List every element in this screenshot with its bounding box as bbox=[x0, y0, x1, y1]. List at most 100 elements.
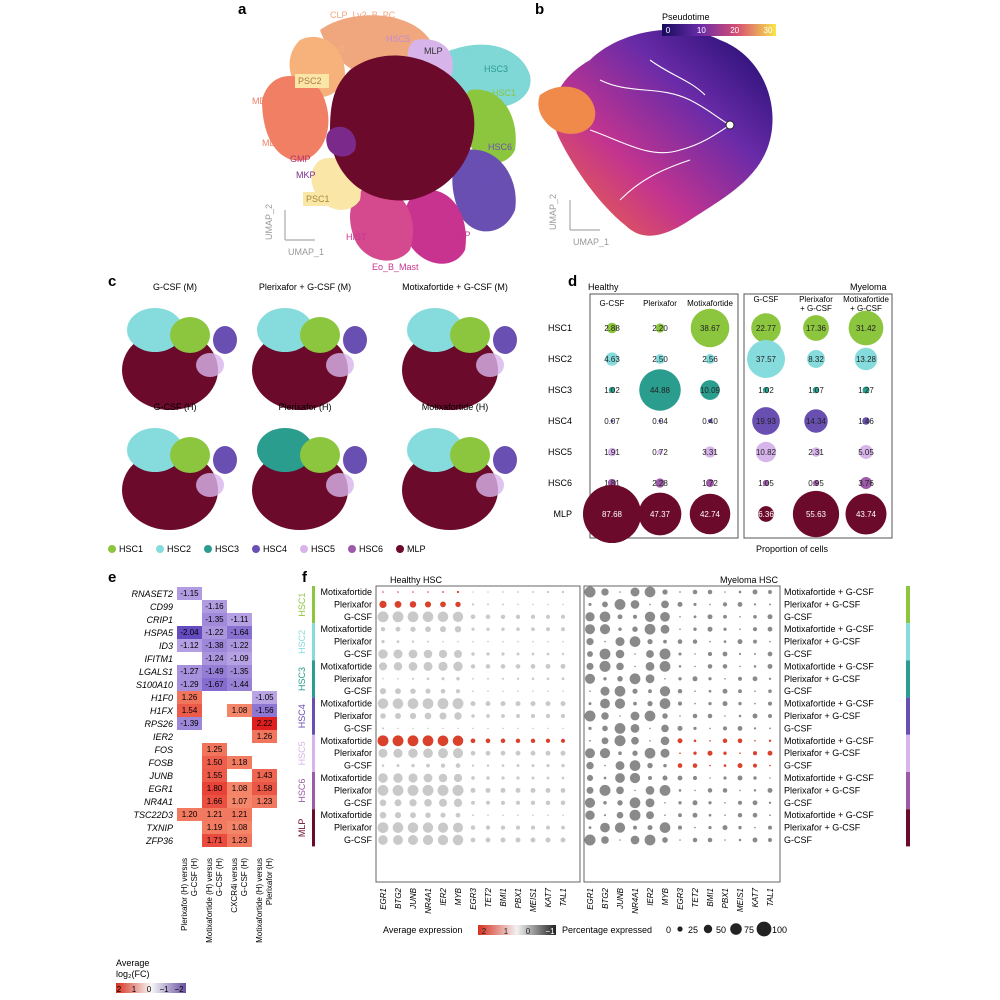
dotplot-dot bbox=[589, 690, 591, 692]
dotplot-gene-label: TET2 bbox=[484, 887, 493, 907]
dotplot-dot bbox=[709, 764, 711, 767]
gene-label: JUNB bbox=[148, 771, 173, 781]
heatmap-cell bbox=[202, 808, 227, 821]
heatmap-value: -1.44 bbox=[230, 680, 249, 689]
cluster-label: MKP bbox=[296, 170, 316, 180]
dotplot-dot bbox=[530, 614, 536, 619]
dotplot-dot bbox=[709, 777, 711, 779]
heatmap-cell bbox=[202, 613, 227, 626]
dotplot-dot bbox=[471, 714, 475, 718]
condition-label-right: Motixafortide + G-CSF bbox=[784, 624, 874, 634]
dotplot-dot bbox=[614, 723, 626, 734]
condition-label-right: G-CSF bbox=[784, 798, 813, 808]
proportion-dot bbox=[862, 417, 870, 425]
dotplot-dot bbox=[739, 752, 741, 754]
dotplot-dot bbox=[411, 640, 415, 643]
dotplot-dot bbox=[517, 690, 519, 692]
dotplot-dot bbox=[692, 775, 698, 781]
dotplot-dot bbox=[661, 724, 669, 733]
dotplot-dot bbox=[584, 710, 596, 722]
heatmap-value: -1.09 bbox=[230, 654, 249, 663]
dotplot-dot bbox=[545, 738, 551, 743]
dotplot-dot bbox=[393, 773, 403, 783]
dotplot-dot bbox=[547, 727, 549, 730]
heatmap-legend-subtitle: log₂(FC) bbox=[116, 969, 150, 979]
dotplot-dot bbox=[530, 825, 536, 830]
dotplot-dot bbox=[722, 688, 728, 694]
gene-label: ID3 bbox=[159, 641, 173, 651]
dotplot-dot bbox=[472, 727, 474, 730]
dotplot-dot bbox=[722, 825, 728, 831]
proportion-dot bbox=[812, 479, 820, 487]
dotplot-dot bbox=[560, 614, 566, 619]
dotplot-dot bbox=[603, 677, 607, 681]
condition-label: Plerixafor bbox=[334, 711, 372, 721]
dotplot-dot bbox=[588, 726, 592, 731]
dotplot-dot bbox=[424, 601, 432, 608]
dotplot-dot bbox=[377, 822, 389, 833]
dotplot-dot bbox=[694, 789, 696, 792]
dotplot-dot bbox=[707, 788, 713, 793]
dotplot-dot bbox=[769, 814, 771, 817]
dotplot-dot bbox=[500, 750, 506, 756]
dotplot-dot bbox=[562, 690, 564, 692]
proportion-value: 22.77 bbox=[756, 324, 777, 333]
dotplot-dot bbox=[485, 664, 491, 669]
dotplot-dot bbox=[485, 738, 491, 744]
dotplot-dot bbox=[457, 640, 459, 643]
dotplot-dot bbox=[722, 788, 728, 793]
dotplot-dot bbox=[500, 664, 506, 669]
dotplot-gene-label: PBX1 bbox=[721, 888, 730, 908]
dotplot-dot bbox=[753, 727, 757, 730]
dotplot-dot bbox=[724, 591, 726, 593]
dotplot-dot bbox=[601, 737, 609, 745]
cluster-label: MDP2 bbox=[262, 138, 287, 148]
umap-condition-plot bbox=[122, 308, 237, 410]
heatmap-value: 1.43 bbox=[257, 771, 273, 780]
gene-label: CD99 bbox=[150, 602, 173, 612]
dotplot-dot bbox=[723, 627, 727, 631]
dotplot-dot bbox=[767, 837, 773, 843]
dotplot-dot bbox=[584, 834, 596, 846]
dotplot-dot bbox=[381, 764, 385, 767]
proportion-value: 10.82 bbox=[756, 448, 777, 457]
dotplot-dot bbox=[601, 588, 609, 596]
dotplot-dot bbox=[632, 688, 638, 694]
dotplot-dot bbox=[471, 627, 475, 631]
proportion-value: 14.34 bbox=[806, 417, 827, 426]
dotplot-dot bbox=[407, 735, 419, 747]
condition-label: Plerixafor bbox=[334, 599, 372, 609]
dotplot-dot bbox=[424, 798, 432, 807]
proportion-value: 43.74 bbox=[856, 510, 877, 519]
dotplot-dot bbox=[601, 712, 609, 720]
heatmap-cell bbox=[252, 730, 277, 743]
dotplot-expr-tick: 1 bbox=[504, 927, 509, 936]
legend-label: HSC6 bbox=[359, 544, 383, 554]
gene-label: TSC22D3 bbox=[133, 810, 173, 820]
proportion-dot bbox=[803, 315, 829, 341]
condition-label-right: Motixafortide + G-CSF bbox=[784, 810, 874, 820]
dotplot-dot bbox=[560, 713, 566, 719]
condition-label-right: Plerixafor + G-CSF bbox=[784, 711, 861, 721]
dotplot-dot bbox=[546, 652, 550, 656]
dotplot-dot bbox=[585, 748, 595, 759]
heatmap-value: -1.16 bbox=[205, 602, 224, 611]
proportion-dot bbox=[705, 354, 715, 364]
dotplot-dot bbox=[440, 601, 446, 608]
dotplot-dot bbox=[441, 677, 445, 681]
heatmap-value: 1.71 bbox=[207, 836, 223, 845]
dotplot-dot bbox=[752, 627, 758, 632]
dotplot-dot bbox=[423, 661, 433, 671]
heatmap-cell bbox=[227, 756, 252, 769]
dotplot-dot bbox=[737, 601, 743, 607]
legend-swatch bbox=[300, 545, 308, 553]
proportion-value: 2.88 bbox=[604, 324, 620, 333]
dotplot-dot bbox=[422, 784, 434, 796]
dotplot-dot bbox=[707, 664, 713, 669]
dotplot-dot bbox=[394, 812, 402, 819]
proportion-dot bbox=[854, 347, 878, 371]
group-label: HSC4 bbox=[297, 704, 307, 728]
row-label: HSC3 bbox=[548, 385, 572, 395]
panel-f-dotplot: Healthy HSC Myeloma HSC HSC1 Motixafortide M… bbox=[297, 575, 910, 937]
dotplot-dot bbox=[427, 727, 429, 730]
